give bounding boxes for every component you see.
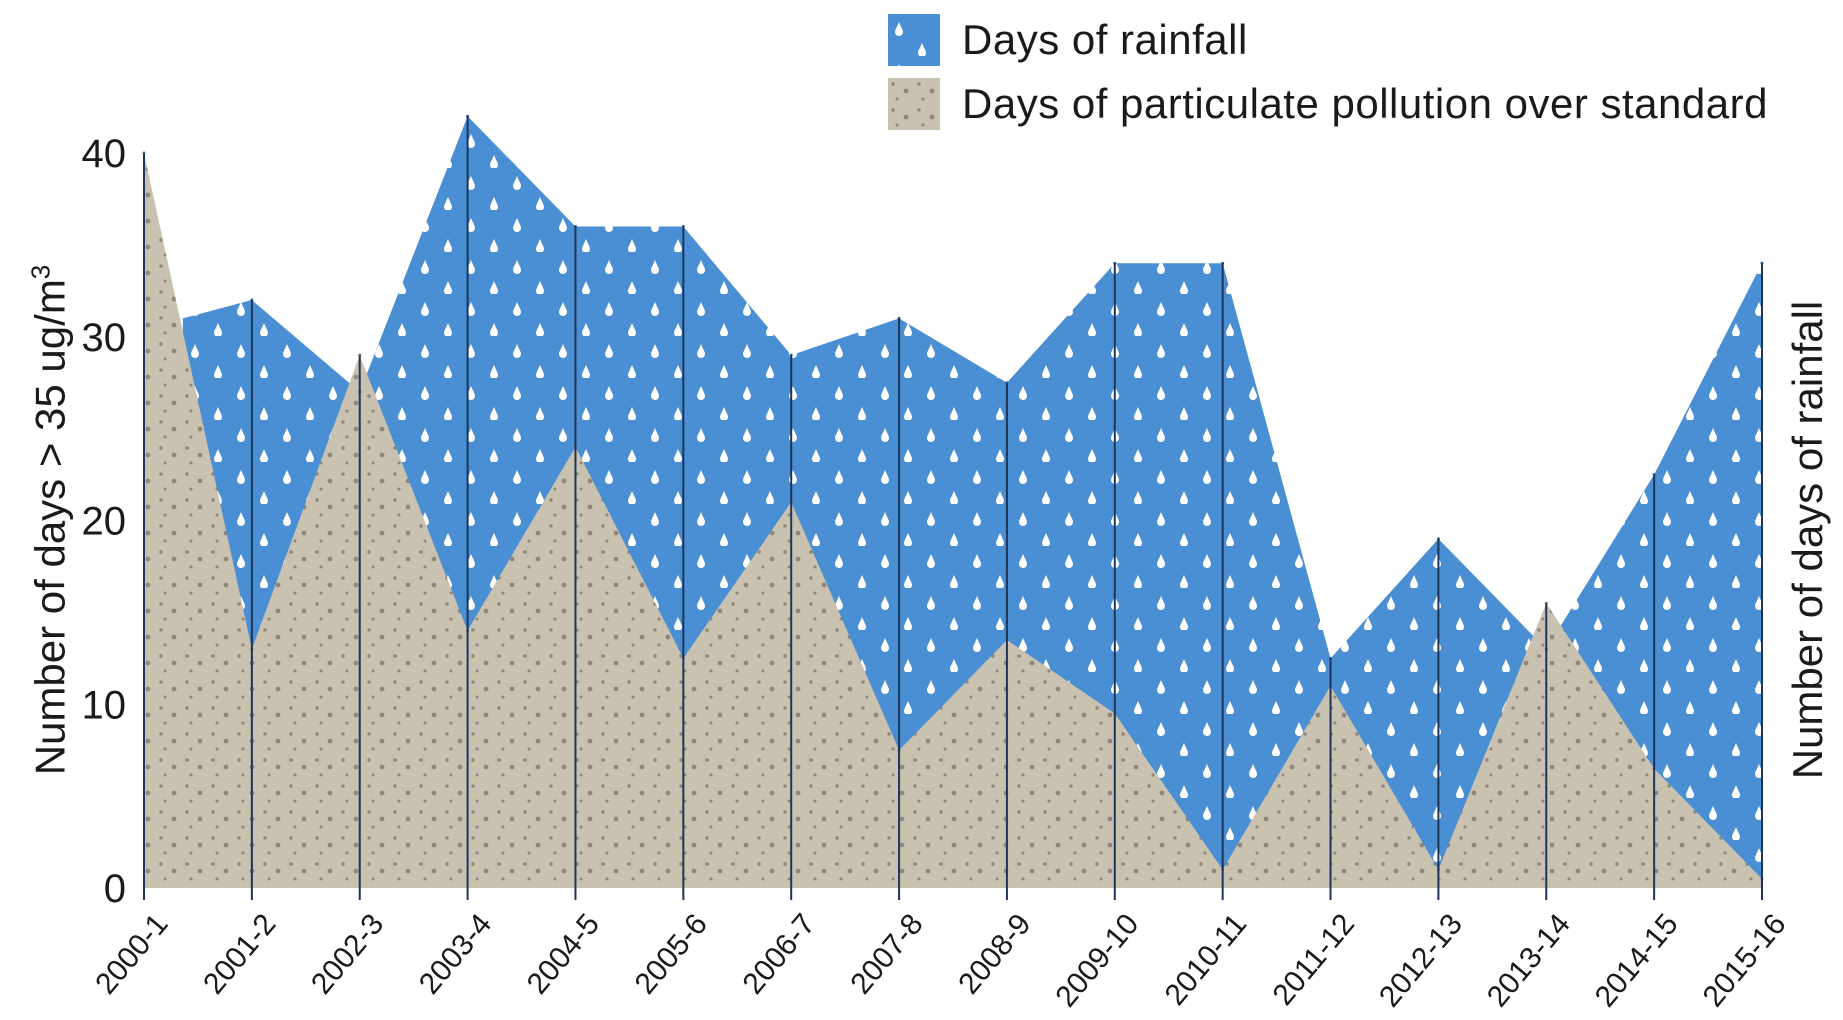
x-tick-label: 2009-10 bbox=[1049, 908, 1145, 1014]
x-tick-label: 2012-13 bbox=[1373, 908, 1469, 1014]
y-tick-label: 30 bbox=[82, 316, 127, 360]
x-tick-label: 2011-12 bbox=[1267, 908, 1362, 1012]
x-tick-label: 2014-15 bbox=[1589, 908, 1685, 1014]
x-tick-label: 2013-14 bbox=[1481, 908, 1577, 1014]
x-tick-label: 2015-16 bbox=[1697, 908, 1793, 1014]
y-axis-label-left: Number of days > 35 ug/m3 bbox=[25, 264, 74, 776]
legend-item-rainfall: Days of rainfall bbox=[888, 8, 1828, 72]
legend-label-rainfall: Days of rainfall bbox=[962, 16, 1248, 63]
x-tick-label: 2003-4 bbox=[413, 908, 498, 1001]
area-layer bbox=[142, 114, 1764, 888]
x-tick-label: 2005-6 bbox=[629, 908, 714, 1001]
legend-swatch-pollution bbox=[888, 78, 940, 130]
y-axis-label-right: Number of days of rainfall bbox=[1784, 300, 1831, 780]
line-layer bbox=[143, 116, 1763, 900]
pollution-area bbox=[144, 153, 1762, 888]
x-tick-label: 2000-1 bbox=[89, 908, 174, 1001]
x-tick-label: 2008-9 bbox=[952, 908, 1037, 1001]
y-tick-label: 0 bbox=[104, 867, 126, 911]
x-tick-label: 2002-3 bbox=[305, 908, 390, 1001]
x-tick-label: 2001-2 bbox=[197, 908, 282, 1001]
x-tick-label: 2004-5 bbox=[521, 908, 606, 1001]
x-tick-label: 2006-7 bbox=[736, 908, 821, 1001]
x-tick-label: 2010-11 bbox=[1159, 908, 1254, 1012]
y-tick-label: 40 bbox=[82, 132, 127, 176]
legend-swatch-rainfall bbox=[888, 14, 940, 66]
y-tick-label: 20 bbox=[82, 500, 127, 544]
y-tick-label: 10 bbox=[82, 683, 127, 727]
legend: Days of rainfall Days of particulate pol… bbox=[888, 8, 1828, 136]
legend-label-pollution: Days of particulate pollution over stand… bbox=[962, 80, 1768, 127]
legend-item-pollution: Days of particulate pollution over stand… bbox=[888, 72, 1828, 136]
x-tick-label: 2007-8 bbox=[844, 908, 929, 1001]
